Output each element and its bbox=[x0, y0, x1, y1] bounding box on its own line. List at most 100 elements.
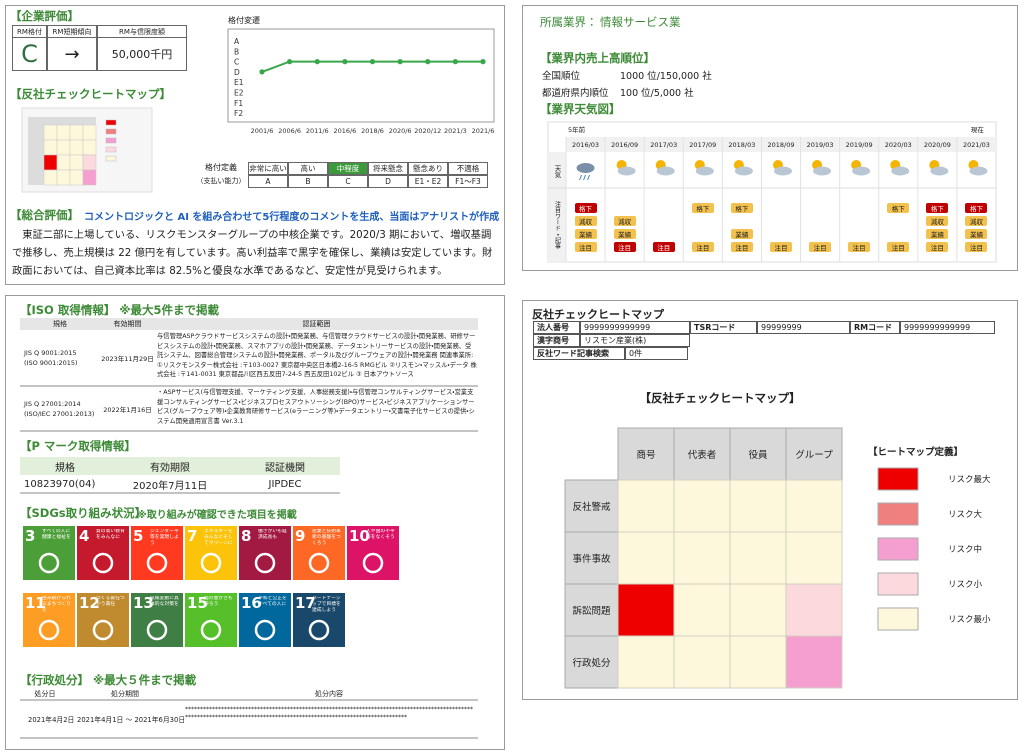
sdg-icon bbox=[38, 552, 60, 574]
info-label: 法人番号 bbox=[533, 321, 580, 334]
sdg-number: 9 bbox=[295, 527, 306, 545]
y-tick-label: A bbox=[234, 37, 240, 46]
sdg-label: 気候変動に具体的な対策を bbox=[150, 596, 179, 607]
y-tick-label: E1 bbox=[234, 78, 244, 87]
cloud-icon bbox=[852, 166, 871, 176]
mini-heat-cell bbox=[43, 124, 58, 141]
cloud-icon bbox=[969, 166, 988, 176]
sdg-icon bbox=[200, 619, 222, 641]
x-tick-label: 2001/6 bbox=[251, 127, 274, 135]
heat-cell bbox=[617, 635, 675, 689]
row-label: 注目ワード・記事 bbox=[553, 201, 561, 249]
industry-value: 情報サービス業 bbox=[600, 15, 681, 29]
tag: 減収 bbox=[926, 216, 949, 226]
info-label: TSRコード bbox=[690, 321, 757, 334]
tag: 格下 bbox=[574, 203, 597, 213]
tag: 減収 bbox=[574, 216, 597, 226]
tag: 格下 bbox=[887, 203, 910, 213]
sdg-number: 7 bbox=[187, 527, 198, 545]
definition-level: 中程度 bbox=[328, 162, 368, 175]
definition-grade: D bbox=[368, 175, 408, 188]
date-label: 2020/03 bbox=[884, 141, 912, 149]
tag: 格下 bbox=[926, 203, 949, 213]
chart-title: 格付変遷 bbox=[228, 16, 260, 25]
section-title: 【行政処分】 ※最大５件まで掲載 bbox=[20, 673, 197, 687]
sdg-number: 12 bbox=[79, 594, 100, 612]
weather-date-row bbox=[566, 137, 996, 152]
heat-cell bbox=[729, 583, 787, 637]
mini-heat-cell bbox=[56, 169, 71, 186]
heat-cell bbox=[673, 583, 731, 637]
heat-cell bbox=[785, 583, 843, 637]
tag: 格下 bbox=[965, 203, 988, 213]
table-header: 処分内容 bbox=[315, 689, 343, 698]
mini-heat-cell bbox=[82, 124, 97, 141]
y-tick-label: D bbox=[234, 68, 240, 77]
mini-heat-cell bbox=[69, 169, 84, 186]
mini-heat-cell bbox=[43, 154, 58, 171]
period-label: 5年前 bbox=[568, 126, 586, 134]
sdg-icon bbox=[308, 552, 330, 574]
table-header: 規格 bbox=[55, 462, 75, 474]
table-value: 2020年7月11日 bbox=[132, 480, 208, 492]
column-label: 商号 bbox=[636, 450, 656, 461]
rating-point bbox=[425, 59, 431, 65]
date-label: 2019/09 bbox=[845, 141, 873, 149]
tag: 注目 bbox=[926, 242, 949, 252]
table-header: 有効期間 bbox=[113, 320, 142, 328]
sdg-number: 4 bbox=[79, 527, 90, 545]
heat-cell bbox=[729, 635, 787, 689]
sdg-label: エネルギーをみんなにそしてクリーンに bbox=[204, 529, 233, 546]
tag: 注目 bbox=[887, 242, 910, 252]
rating-point bbox=[342, 59, 348, 65]
section-title: 【SDGs取り組み状況】 bbox=[20, 506, 147, 520]
sdg-icon bbox=[200, 552, 222, 574]
sdg-label: 住み続けられるまちづくりを bbox=[42, 596, 71, 613]
info-value: 0件 bbox=[625, 347, 688, 360]
sdg-label: パートナーシップで目標を達成しよう bbox=[312, 596, 341, 613]
info-value: リスモン産業(株) bbox=[580, 334, 690, 347]
legend-swatch bbox=[877, 502, 919, 526]
date-label: 2017/09 bbox=[689, 141, 717, 149]
heat-cell bbox=[729, 479, 787, 533]
rating-point bbox=[314, 59, 320, 65]
y-tick-label: C bbox=[234, 58, 239, 67]
sdg-number: 11 bbox=[25, 594, 46, 612]
section-title: 【企業評価】 bbox=[10, 9, 79, 23]
iso-standard: JIS Q 9001:2015 bbox=[24, 349, 77, 357]
mini-heat-cell bbox=[56, 124, 71, 141]
heat-cell bbox=[785, 479, 843, 533]
sdg-icon bbox=[38, 619, 60, 641]
mini-heat-cell bbox=[56, 139, 71, 156]
date-label: 2016/09 bbox=[611, 141, 639, 149]
sdg-number: 3 bbox=[25, 527, 36, 545]
sdg-number: 13 bbox=[133, 594, 154, 612]
rating-point bbox=[452, 59, 458, 65]
tag: 業績 bbox=[730, 229, 753, 239]
sdg-label: 働きがいも経済成長も bbox=[258, 529, 287, 540]
sdg-number: 15 bbox=[187, 594, 208, 612]
column-label: グループ bbox=[795, 450, 833, 461]
sdg-icon bbox=[92, 619, 114, 641]
tag: 減収 bbox=[965, 216, 988, 226]
sdg-label: 平和と公正をすべての人に bbox=[258, 596, 287, 607]
sdg-label: 質の高い教育をみんなに bbox=[96, 529, 125, 540]
definition-level: 非常に高い bbox=[248, 162, 288, 175]
rank-label: 都道府県内順位 bbox=[542, 88, 609, 99]
definition-grade: B bbox=[288, 175, 328, 188]
heatmap-chart-title: 【反社チェックヒートマップ】 bbox=[639, 391, 801, 405]
table-header: 認証機関 bbox=[265, 462, 305, 474]
iso-scope: ・ASPサービス(与信管理支援、マーケティング支援、人事総務支援)・与信管理コン… bbox=[157, 389, 475, 425]
section-note: ※取り組みが確認できた項目を掲載 bbox=[137, 510, 297, 521]
mini-heat-cell bbox=[82, 154, 97, 171]
sdg-number: 17 bbox=[295, 594, 316, 612]
mini-legend-swatch bbox=[105, 128, 117, 135]
legend-swatch bbox=[877, 572, 919, 596]
definition-level: 不適格 bbox=[448, 162, 488, 175]
heatmap-title: 反社チェックヒートマップ bbox=[532, 308, 664, 321]
mini-heat-cell bbox=[82, 139, 97, 156]
table-value: 10823970(04) bbox=[24, 478, 96, 490]
rating-point bbox=[480, 59, 486, 65]
tag: 格下 bbox=[691, 203, 714, 213]
